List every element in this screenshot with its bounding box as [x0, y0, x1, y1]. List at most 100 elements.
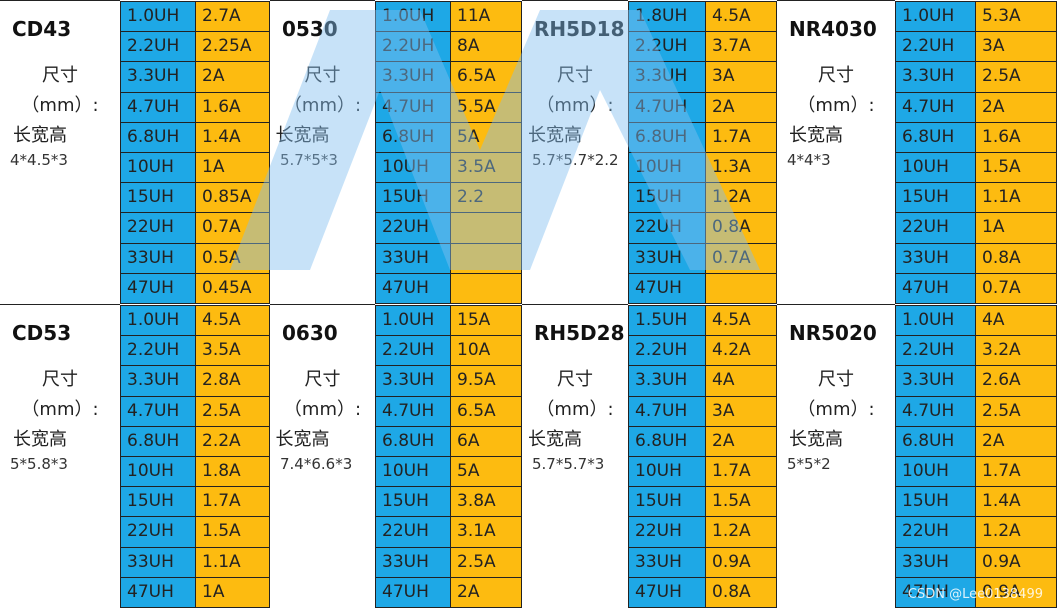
inductance: 6.8UH — [628, 121, 706, 153]
current: 1.7A — [705, 121, 777, 153]
size-label: （mm）: — [283, 399, 362, 420]
current: 2A — [975, 425, 1057, 457]
inductance: 22UH — [628, 516, 706, 548]
current: 3.1A — [450, 516, 522, 548]
size-value: 5*5.8*3 — [10, 455, 68, 473]
current: 3A — [705, 61, 777, 93]
current: 3.7A — [705, 31, 777, 63]
inductance: 2.2UH — [628, 335, 706, 367]
inductance: 4.7UH — [375, 91, 451, 123]
current: 2.7A — [195, 1, 270, 33]
current: 1.5A — [975, 152, 1057, 184]
inductance: 4.7UH — [628, 91, 706, 123]
inductance: 10UH — [375, 152, 451, 184]
current: 2A — [705, 91, 777, 123]
size-value: 4*4*3 — [787, 151, 831, 169]
label-cell — [522, 0, 628, 302]
current: 2A — [195, 61, 270, 93]
current: 2.2 — [450, 182, 522, 214]
group-name: NR5020 — [789, 321, 877, 345]
current: 1.6A — [195, 91, 270, 123]
inductance: 15UH — [375, 182, 451, 214]
inductance: 15UH — [895, 182, 976, 214]
inductance: 33UH — [628, 546, 706, 578]
current: 0.9A — [705, 546, 777, 578]
inductance: 47UH — [375, 272, 451, 304]
current: 2.5A — [975, 61, 1057, 93]
current: 6A — [450, 425, 522, 457]
current: 4.5A — [705, 1, 777, 33]
size-label: （mm）: — [21, 95, 99, 116]
current: 4.5A — [705, 305, 777, 337]
inductance: 10UH — [375, 456, 451, 488]
inductance: 6.8UH — [375, 425, 451, 457]
current: 0.8A — [975, 242, 1057, 274]
current: 9.5A — [450, 365, 522, 397]
inductance: 6.8UH — [120, 425, 196, 457]
inductance: 2.2UH — [628, 31, 706, 63]
label-cell — [777, 304, 895, 606]
size-value: 5.7*5.7*2.2 — [532, 151, 619, 169]
current: 4.5A — [195, 305, 270, 337]
current: 1.7A — [195, 486, 270, 518]
label-cell — [270, 304, 375, 606]
label-cell — [0, 0, 120, 302]
current: 1.7A — [975, 456, 1057, 488]
current: 11A — [450, 1, 522, 33]
inductance: 3.3UH — [120, 61, 196, 93]
size-label: （mm）: — [283, 95, 362, 116]
inductance: 33UH — [120, 242, 196, 274]
size-value: 5.7*5*3 — [280, 151, 338, 169]
inductance: 3.3UH — [895, 61, 976, 93]
inductance: 3.3UH — [628, 61, 706, 93]
current: 1.4A — [975, 486, 1057, 518]
group-name: 0530 — [282, 17, 338, 41]
inductance: 3.3UH — [895, 365, 976, 397]
current: 1A — [195, 576, 270, 608]
inductance: 33UH — [375, 242, 451, 274]
current: 2.25A — [195, 31, 270, 63]
inductance: 1.0UH — [120, 1, 196, 33]
inductance: 2.2UH — [375, 31, 451, 63]
inductance: 33UH — [895, 546, 976, 578]
size-label: 长宽高 — [275, 125, 330, 146]
label-cell — [777, 0, 895, 302]
watermark: CSDN @Lee0138499 — [907, 587, 1043, 602]
size-label: 尺寸 — [557, 65, 593, 86]
group-name: 0630 — [282, 321, 338, 345]
current: 0.5A — [195, 242, 270, 274]
current: 3.5A — [450, 152, 522, 184]
current: 4A — [705, 365, 777, 397]
label-cell — [270, 0, 375, 302]
inductance: 47UH — [120, 272, 196, 304]
inductance: 6.8UH — [375, 121, 451, 153]
inductance: 33UH — [375, 546, 451, 578]
current: 5.3A — [975, 1, 1057, 33]
inductance: 15UH — [120, 182, 196, 214]
current: 0.85A — [195, 182, 270, 214]
current: 5A — [450, 121, 522, 153]
current: 2.5A — [975, 395, 1057, 427]
current — [450, 272, 522, 304]
inductance: 1.0UH — [375, 1, 451, 33]
size-label: （mm）: — [536, 399, 614, 420]
size-value: 5*5*2 — [787, 455, 831, 473]
inductance: 2.2UH — [895, 335, 976, 367]
inductance: 10UH — [120, 456, 196, 488]
size-label: 尺寸 — [818, 369, 854, 390]
current: 0.7A — [195, 212, 270, 244]
inductance: 33UH — [120, 546, 196, 578]
inductance: 1.8UH — [628, 1, 706, 33]
group-name: RH5D18 — [534, 17, 625, 41]
inductance: 1.0UH — [120, 305, 196, 337]
inductance: 4.7UH — [895, 91, 976, 123]
inductance: 47UH — [375, 576, 451, 608]
size-label: 尺寸 — [304, 65, 341, 86]
inductance: 22UH — [375, 516, 451, 548]
current: 0.8A — [705, 576, 777, 608]
inductance: 2.2UH — [375, 335, 451, 367]
size-label: （mm）: — [797, 399, 875, 420]
size-label: 长宽高 — [275, 429, 330, 450]
inductance: 4.7UH — [895, 395, 976, 427]
current: 1.1A — [975, 182, 1057, 214]
